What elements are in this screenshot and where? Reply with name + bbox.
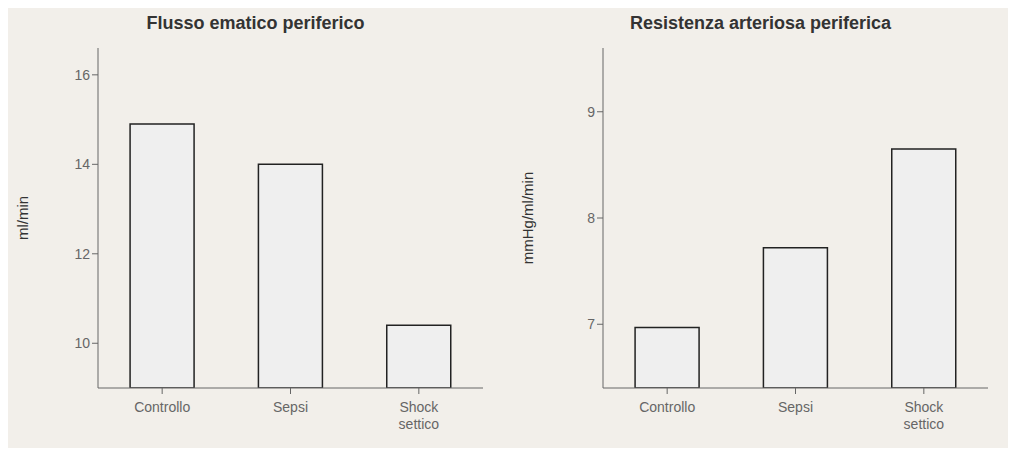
svg-text:16: 16: [74, 67, 90, 83]
html-text:Resistenza arteriosa periferic: Resistenza arteriosa periferica: [629, 13, 892, 33]
svg-text:ml/min: ml/min: [14, 196, 31, 240]
svg-text:Controllo: Controllo: [639, 399, 695, 415]
svg-text:Controllo: Controllo: [134, 399, 190, 415]
svg-text:Sepsi: Sepsi: [778, 399, 813, 415]
svg-text:Shocksettico: Shocksettico: [904, 399, 945, 432]
svg-text:10: 10: [74, 335, 90, 351]
svg-text:mmHg/ml/min: mmHg/ml/min: [519, 172, 536, 265]
svg-text:Shocksettico: Shocksettico: [399, 399, 440, 432]
html-text:Flusso ematico periferico: Flusso ematico periferico: [146, 13, 365, 33]
svg-text:Sepsi: Sepsi: [273, 399, 308, 415]
svg-text:7: 7: [587, 316, 595, 332]
svg-text:9: 9: [587, 104, 595, 120]
svg-text:14: 14: [74, 156, 90, 172]
svg-text:8: 8: [587, 210, 595, 226]
svg-text:12: 12: [74, 246, 90, 262]
